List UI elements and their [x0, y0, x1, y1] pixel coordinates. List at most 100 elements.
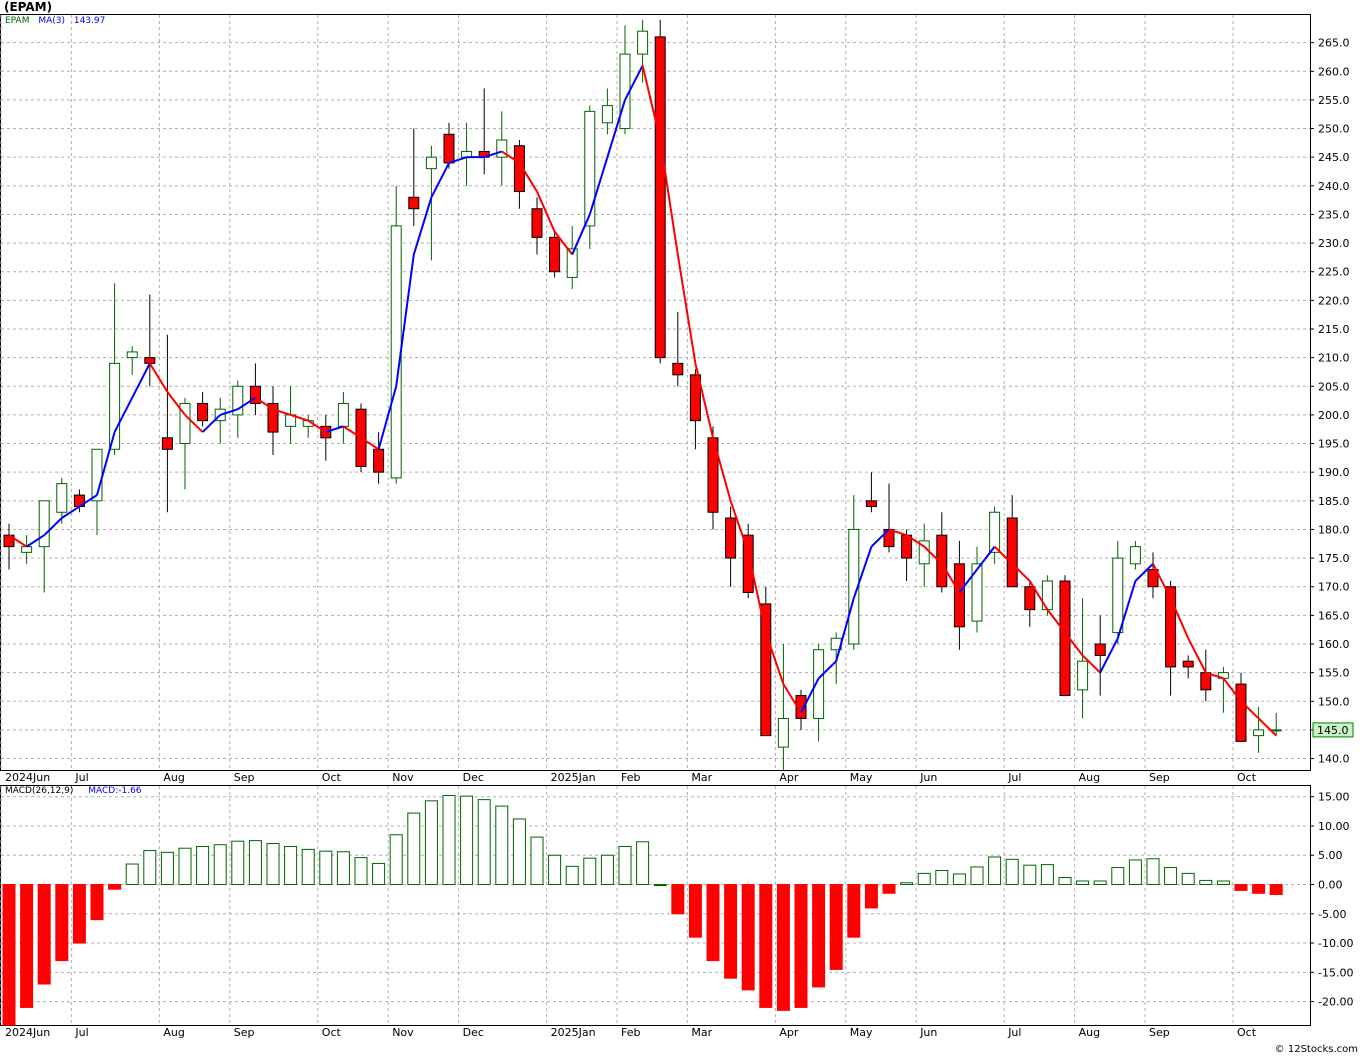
candle-body — [601, 105, 613, 124]
candle-body — [1077, 660, 1089, 691]
macd-bar — [1252, 884, 1266, 894]
price-y-tick-label: 205.0 — [1318, 380, 1350, 393]
ma-segment — [747, 552, 767, 633]
price-y-tick-label: 200.0 — [1318, 409, 1350, 422]
price-y-tick-label: 170.0 — [1318, 581, 1350, 594]
price-y-tick-label: 140.0 — [1318, 753, 1350, 766]
candle-body — [161, 437, 173, 450]
macd-bar — [319, 850, 333, 886]
candle-body — [109, 362, 121, 450]
candle-body — [249, 385, 261, 404]
macd-bar — [706, 884, 720, 962]
macd-bar — [1164, 867, 1178, 886]
ma-segment — [325, 425, 344, 434]
candle-body — [513, 145, 525, 193]
candle-body — [672, 362, 684, 376]
candle-body — [865, 500, 877, 508]
macd-bar — [495, 805, 509, 886]
macd-bar — [724, 884, 738, 979]
candle-body — [777, 717, 789, 748]
ma-segment — [1011, 563, 1031, 582]
price-x-label: 2025Jan — [551, 771, 596, 784]
price-legend: EPAM MA(3) 143.97 — [5, 16, 105, 26]
macd-bar — [952, 873, 966, 886]
price-x-label: Jul — [1007, 771, 1021, 784]
macd-x-label: May — [850, 1026, 873, 1039]
macd-bar — [600, 854, 614, 886]
price-y-tick-label: 260.0 — [1318, 65, 1350, 78]
candle-body — [584, 110, 596, 227]
ma-segment — [1187, 637, 1207, 674]
macd-bar — [1093, 880, 1107, 886]
macd-x-label: Sep — [234, 1026, 255, 1039]
macd-bar — [1216, 880, 1230, 886]
macd-bar — [460, 795, 474, 886]
candle-body — [689, 374, 701, 422]
macd-bar — [301, 848, 315, 886]
candle-body — [654, 36, 666, 359]
ma-segment — [694, 363, 714, 439]
macd-bar — [354, 857, 368, 886]
ma-segment — [1116, 580, 1137, 639]
price-y-tick-label: 220.0 — [1318, 294, 1350, 307]
price-x-label: Jul — [74, 771, 88, 784]
candle-body — [1147, 569, 1159, 588]
ma-segment — [1257, 717, 1277, 737]
candle-body — [795, 695, 807, 719]
macd-bar — [37, 884, 51, 985]
price-y-tick-label: 235.0 — [1318, 208, 1350, 221]
macd-bar — [1269, 884, 1283, 895]
price-x-label: Mar — [691, 771, 712, 784]
ma-segment — [1240, 700, 1260, 720]
macd-bar — [1058, 876, 1072, 886]
candle-body — [126, 351, 138, 359]
ma-segment — [712, 437, 732, 502]
candle-body — [953, 563, 965, 628]
ma-segment — [1099, 637, 1119, 674]
macd-bar — [178, 847, 192, 886]
candle-body — [989, 511, 1001, 553]
ma-segment — [43, 517, 63, 536]
candle-body — [496, 139, 508, 158]
macd-bar — [372, 862, 386, 886]
macd-bar — [231, 840, 245, 886]
macd-bar — [671, 884, 685, 915]
ma-segment — [852, 546, 873, 599]
price-y-tick-label: 230.0 — [1318, 237, 1350, 250]
candle-body — [725, 517, 737, 559]
price-x-label: Aug — [163, 771, 184, 784]
ma-segment — [518, 162, 538, 193]
price-x-label: Oct — [1237, 771, 1257, 784]
ma-segment — [1081, 654, 1101, 674]
candle-body — [971, 563, 983, 622]
candle-body — [425, 156, 437, 170]
ma-segment — [958, 568, 978, 594]
macd-bar — [530, 836, 544, 886]
macd-bar — [1128, 859, 1142, 886]
candle-body — [1024, 586, 1036, 611]
candle-body — [936, 534, 948, 588]
macd-bar — [125, 863, 139, 886]
candle-body — [1112, 557, 1124, 634]
ma-segment — [412, 196, 433, 255]
macd-x-label: Feb — [621, 1026, 640, 1039]
macd-x-label: Jul — [74, 1026, 88, 1039]
macd-bar — [72, 884, 86, 944]
macd-x-label: Sep — [1149, 1026, 1170, 1039]
macd-y-tick-label: -15.00 — [1318, 966, 1353, 979]
price-x-label: May — [850, 771, 873, 784]
ma-segment — [923, 545, 943, 565]
candle-body — [197, 402, 209, 422]
price-y-tick-label: 155.0 — [1318, 667, 1350, 680]
macd-x-label: Oct — [1237, 1026, 1257, 1039]
macd-bar — [20, 884, 34, 1008]
ma-segment — [26, 534, 45, 548]
macd-bar — [442, 795, 456, 886]
ma-segment — [906, 534, 925, 548]
ma-segment — [148, 362, 169, 393]
price-y-tick-label: 190.0 — [1318, 466, 1350, 479]
macd-bar — [2, 884, 16, 1026]
candle-body — [1094, 643, 1106, 656]
macd-bar — [794, 884, 808, 1008]
